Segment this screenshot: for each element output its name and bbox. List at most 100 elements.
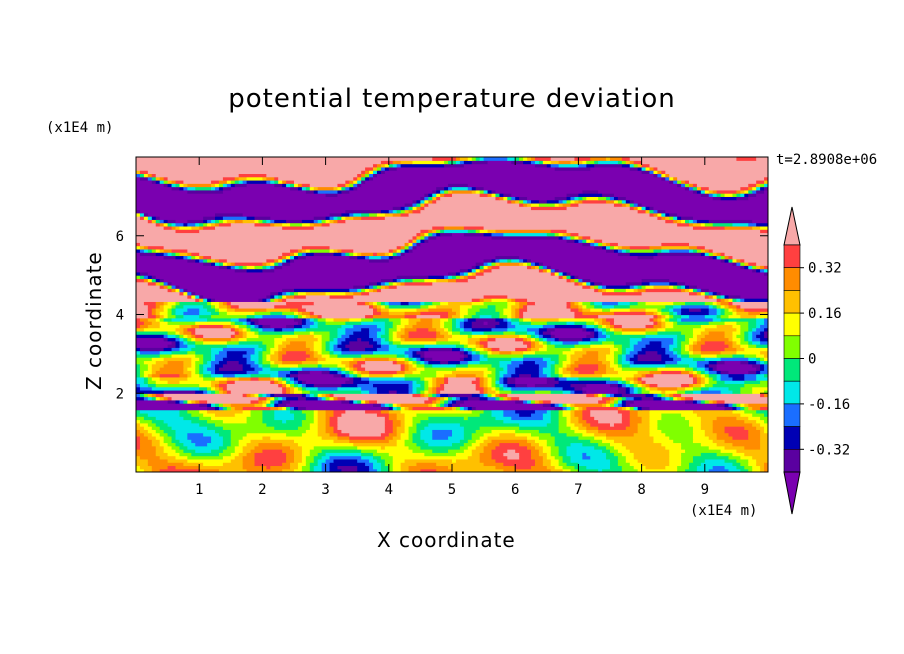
field-cell [582,160,587,165]
field-cell [136,176,141,181]
field-cell [329,393,335,398]
field-cell [147,307,153,312]
field-cell [274,416,295,421]
field-cell [562,468,572,472]
field-cell [361,452,374,457]
field-cell [562,235,568,240]
field-cell [483,268,493,273]
field-cell [515,367,540,371]
field-cell [191,324,200,329]
field-cell [740,314,757,319]
field-cell [452,468,504,472]
field-cell [448,330,453,335]
field-cell [653,284,670,289]
field-cell [345,344,374,348]
field-cell [570,357,579,362]
field-cell [404,412,418,417]
field-cell [218,389,224,394]
field-cell [657,170,662,175]
field-cell [448,317,453,322]
field-cell [143,373,149,378]
field-cell [728,344,734,348]
field-cell [566,232,572,237]
field-cell [380,455,394,460]
field-cell [756,327,765,332]
field-cell [187,258,196,263]
field-cell [428,386,433,391]
field-cell [570,275,576,280]
field-cell [641,278,670,283]
field-cell [444,160,449,165]
field-cell [254,360,260,365]
field-cell [617,458,627,463]
field-cell [661,429,694,434]
field-cell [305,186,311,191]
field-cell [400,435,410,440]
field-cell [147,429,157,434]
field-cell [534,445,544,450]
x-tick-label: 1 [195,482,203,498]
field-cell [187,255,192,260]
field-cell [187,327,196,332]
field-cell [594,321,599,325]
field-cell [463,406,469,411]
field-cell [428,383,433,388]
field-cell [681,317,714,322]
field-cell [266,399,271,404]
field-cell [764,373,768,378]
field-cell [610,403,615,407]
field-cell [523,202,528,207]
field-cell [424,452,457,457]
field-cell [424,399,433,404]
field-cell [432,449,449,453]
field-cell [617,360,623,365]
field-cell [542,403,552,407]
field-cell [139,271,149,276]
field-cell [598,363,607,368]
field-cell [542,412,552,417]
field-cell [448,376,477,381]
field-cell [748,337,753,342]
field-cell [740,186,749,191]
field-cell [598,399,607,404]
field-cell [641,281,651,286]
field-cell [147,248,153,253]
field-cell [744,193,749,197]
field-cell [408,206,414,211]
field-cell [606,363,611,368]
field-cell [309,426,319,430]
field-cell [380,209,390,214]
field-cell [274,350,279,355]
field-cell [440,330,449,335]
field-cell [657,166,768,171]
field-cell [570,196,576,201]
field-cell [404,324,414,329]
field-cell [238,327,244,332]
field-cell [420,239,425,243]
field-cell [661,311,670,316]
field-cell [606,199,615,204]
field-cell [649,426,658,430]
field-cell [294,183,299,188]
field-cell [546,327,556,332]
field-cell [408,389,414,394]
field-cell [282,389,287,394]
field-cell [218,219,224,224]
field-cell [404,373,437,378]
field-cell [637,357,662,362]
field-cell [167,360,184,365]
field-cell [617,363,623,368]
field-cell [286,458,295,463]
field-cell [266,353,271,358]
field-cell [373,311,382,316]
field-cell [301,367,331,371]
field-cell [226,340,240,345]
field-cell [424,353,465,358]
field-cell [230,458,244,463]
field-cell [499,396,504,401]
field-cell [329,334,339,339]
field-cell [408,245,414,250]
field-cell [578,163,587,168]
field-cell [578,202,615,207]
field-cell [384,324,394,329]
